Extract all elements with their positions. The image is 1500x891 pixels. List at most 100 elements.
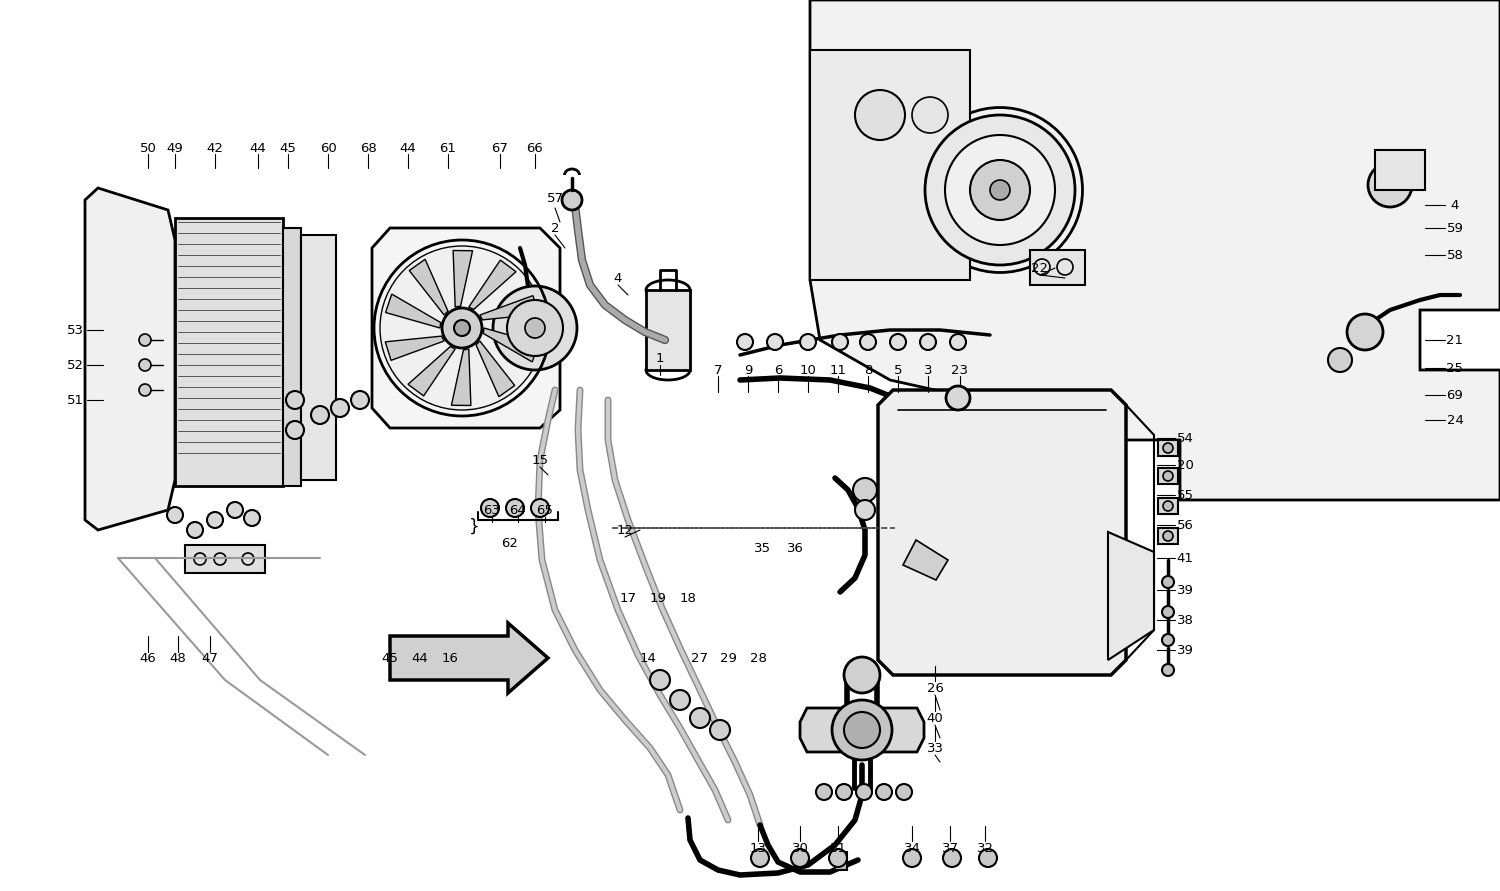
- Circle shape: [990, 180, 1010, 200]
- Circle shape: [351, 391, 369, 409]
- Text: 35: 35: [753, 542, 771, 554]
- Bar: [646, 290, 690, 370]
- Polygon shape: [390, 623, 548, 693]
- Bar: [1158, 440, 1178, 456]
- Circle shape: [507, 300, 562, 356]
- Text: 45: 45: [381, 651, 399, 665]
- Circle shape: [800, 334, 816, 350]
- Text: 39: 39: [1176, 643, 1194, 657]
- Circle shape: [920, 334, 936, 350]
- Circle shape: [890, 334, 906, 350]
- Circle shape: [1162, 471, 1173, 481]
- Text: 31: 31: [830, 841, 846, 854]
- Text: 56: 56: [1176, 519, 1194, 532]
- Bar: [176, 218, 284, 486]
- Circle shape: [690, 708, 709, 728]
- Circle shape: [859, 334, 876, 350]
- Text: }: }: [468, 518, 480, 536]
- Text: 12: 12: [616, 524, 633, 536]
- Circle shape: [816, 784, 833, 800]
- Text: 33: 33: [927, 741, 944, 755]
- Text: 22: 22: [1032, 261, 1048, 274]
- Text: 68: 68: [360, 142, 376, 154]
- Text: 49: 49: [166, 142, 183, 154]
- Text: 44: 44: [399, 142, 417, 154]
- Polygon shape: [810, 0, 1500, 500]
- Circle shape: [736, 334, 753, 350]
- Bar: [1158, 468, 1178, 484]
- Text: 5: 5: [894, 364, 902, 377]
- Text: 46: 46: [140, 651, 156, 665]
- Bar: [184, 545, 266, 573]
- Circle shape: [790, 849, 808, 867]
- Polygon shape: [86, 188, 176, 530]
- Circle shape: [926, 115, 1076, 265]
- Text: 69: 69: [1446, 388, 1464, 402]
- Circle shape: [506, 499, 524, 517]
- Text: 16: 16: [441, 651, 459, 665]
- Text: 7: 7: [714, 364, 722, 377]
- Bar: [284, 228, 302, 486]
- Text: 20: 20: [1176, 459, 1194, 471]
- Text: 4: 4: [614, 272, 622, 284]
- Polygon shape: [453, 250, 472, 307]
- Text: 2: 2: [550, 222, 560, 234]
- Text: 34: 34: [903, 841, 921, 854]
- Polygon shape: [903, 540, 948, 580]
- Bar: [1158, 498, 1178, 514]
- Text: 44: 44: [411, 651, 429, 665]
- Text: 39: 39: [1176, 584, 1194, 596]
- Text: 37: 37: [942, 841, 958, 854]
- Circle shape: [380, 246, 544, 410]
- Circle shape: [844, 657, 880, 693]
- Text: 8: 8: [864, 364, 871, 377]
- Circle shape: [494, 286, 578, 370]
- Text: 36: 36: [786, 542, 804, 554]
- Text: 65: 65: [537, 503, 554, 517]
- Text: 55: 55: [1176, 488, 1194, 502]
- Text: 67: 67: [492, 142, 508, 154]
- Circle shape: [454, 320, 470, 336]
- Text: 14: 14: [639, 651, 657, 665]
- Text: 42: 42: [207, 142, 224, 154]
- Circle shape: [310, 406, 328, 424]
- Text: 25: 25: [1446, 362, 1464, 374]
- Circle shape: [766, 334, 783, 350]
- Circle shape: [244, 510, 260, 526]
- Circle shape: [980, 849, 998, 867]
- Circle shape: [876, 784, 892, 800]
- Polygon shape: [408, 347, 454, 396]
- Polygon shape: [470, 260, 516, 309]
- Circle shape: [853, 478, 877, 502]
- Polygon shape: [386, 336, 444, 360]
- Circle shape: [482, 499, 500, 517]
- Text: 17: 17: [620, 592, 636, 604]
- Circle shape: [944, 849, 962, 867]
- Text: 59: 59: [1446, 222, 1464, 234]
- Text: 15: 15: [531, 454, 549, 467]
- Circle shape: [946, 386, 970, 410]
- Circle shape: [1162, 576, 1174, 588]
- Text: 66: 66: [526, 142, 543, 154]
- Text: 63: 63: [483, 503, 501, 517]
- Text: 61: 61: [440, 142, 456, 154]
- Bar: [1030, 250, 1084, 285]
- Polygon shape: [476, 341, 514, 396]
- Circle shape: [896, 784, 912, 800]
- Text: 13: 13: [750, 841, 766, 854]
- Circle shape: [856, 784, 871, 800]
- Circle shape: [710, 720, 730, 740]
- Circle shape: [442, 308, 482, 348]
- Polygon shape: [483, 328, 538, 362]
- Circle shape: [140, 359, 152, 371]
- Text: 6: 6: [774, 364, 782, 377]
- Text: 60: 60: [320, 142, 336, 154]
- Circle shape: [286, 421, 304, 439]
- Text: 32: 32: [976, 841, 993, 854]
- Circle shape: [833, 334, 848, 350]
- Text: 3: 3: [924, 364, 932, 377]
- Text: 1: 1: [656, 352, 664, 364]
- Polygon shape: [410, 259, 448, 315]
- Bar: [1376, 150, 1425, 190]
- Text: 11: 11: [830, 364, 846, 377]
